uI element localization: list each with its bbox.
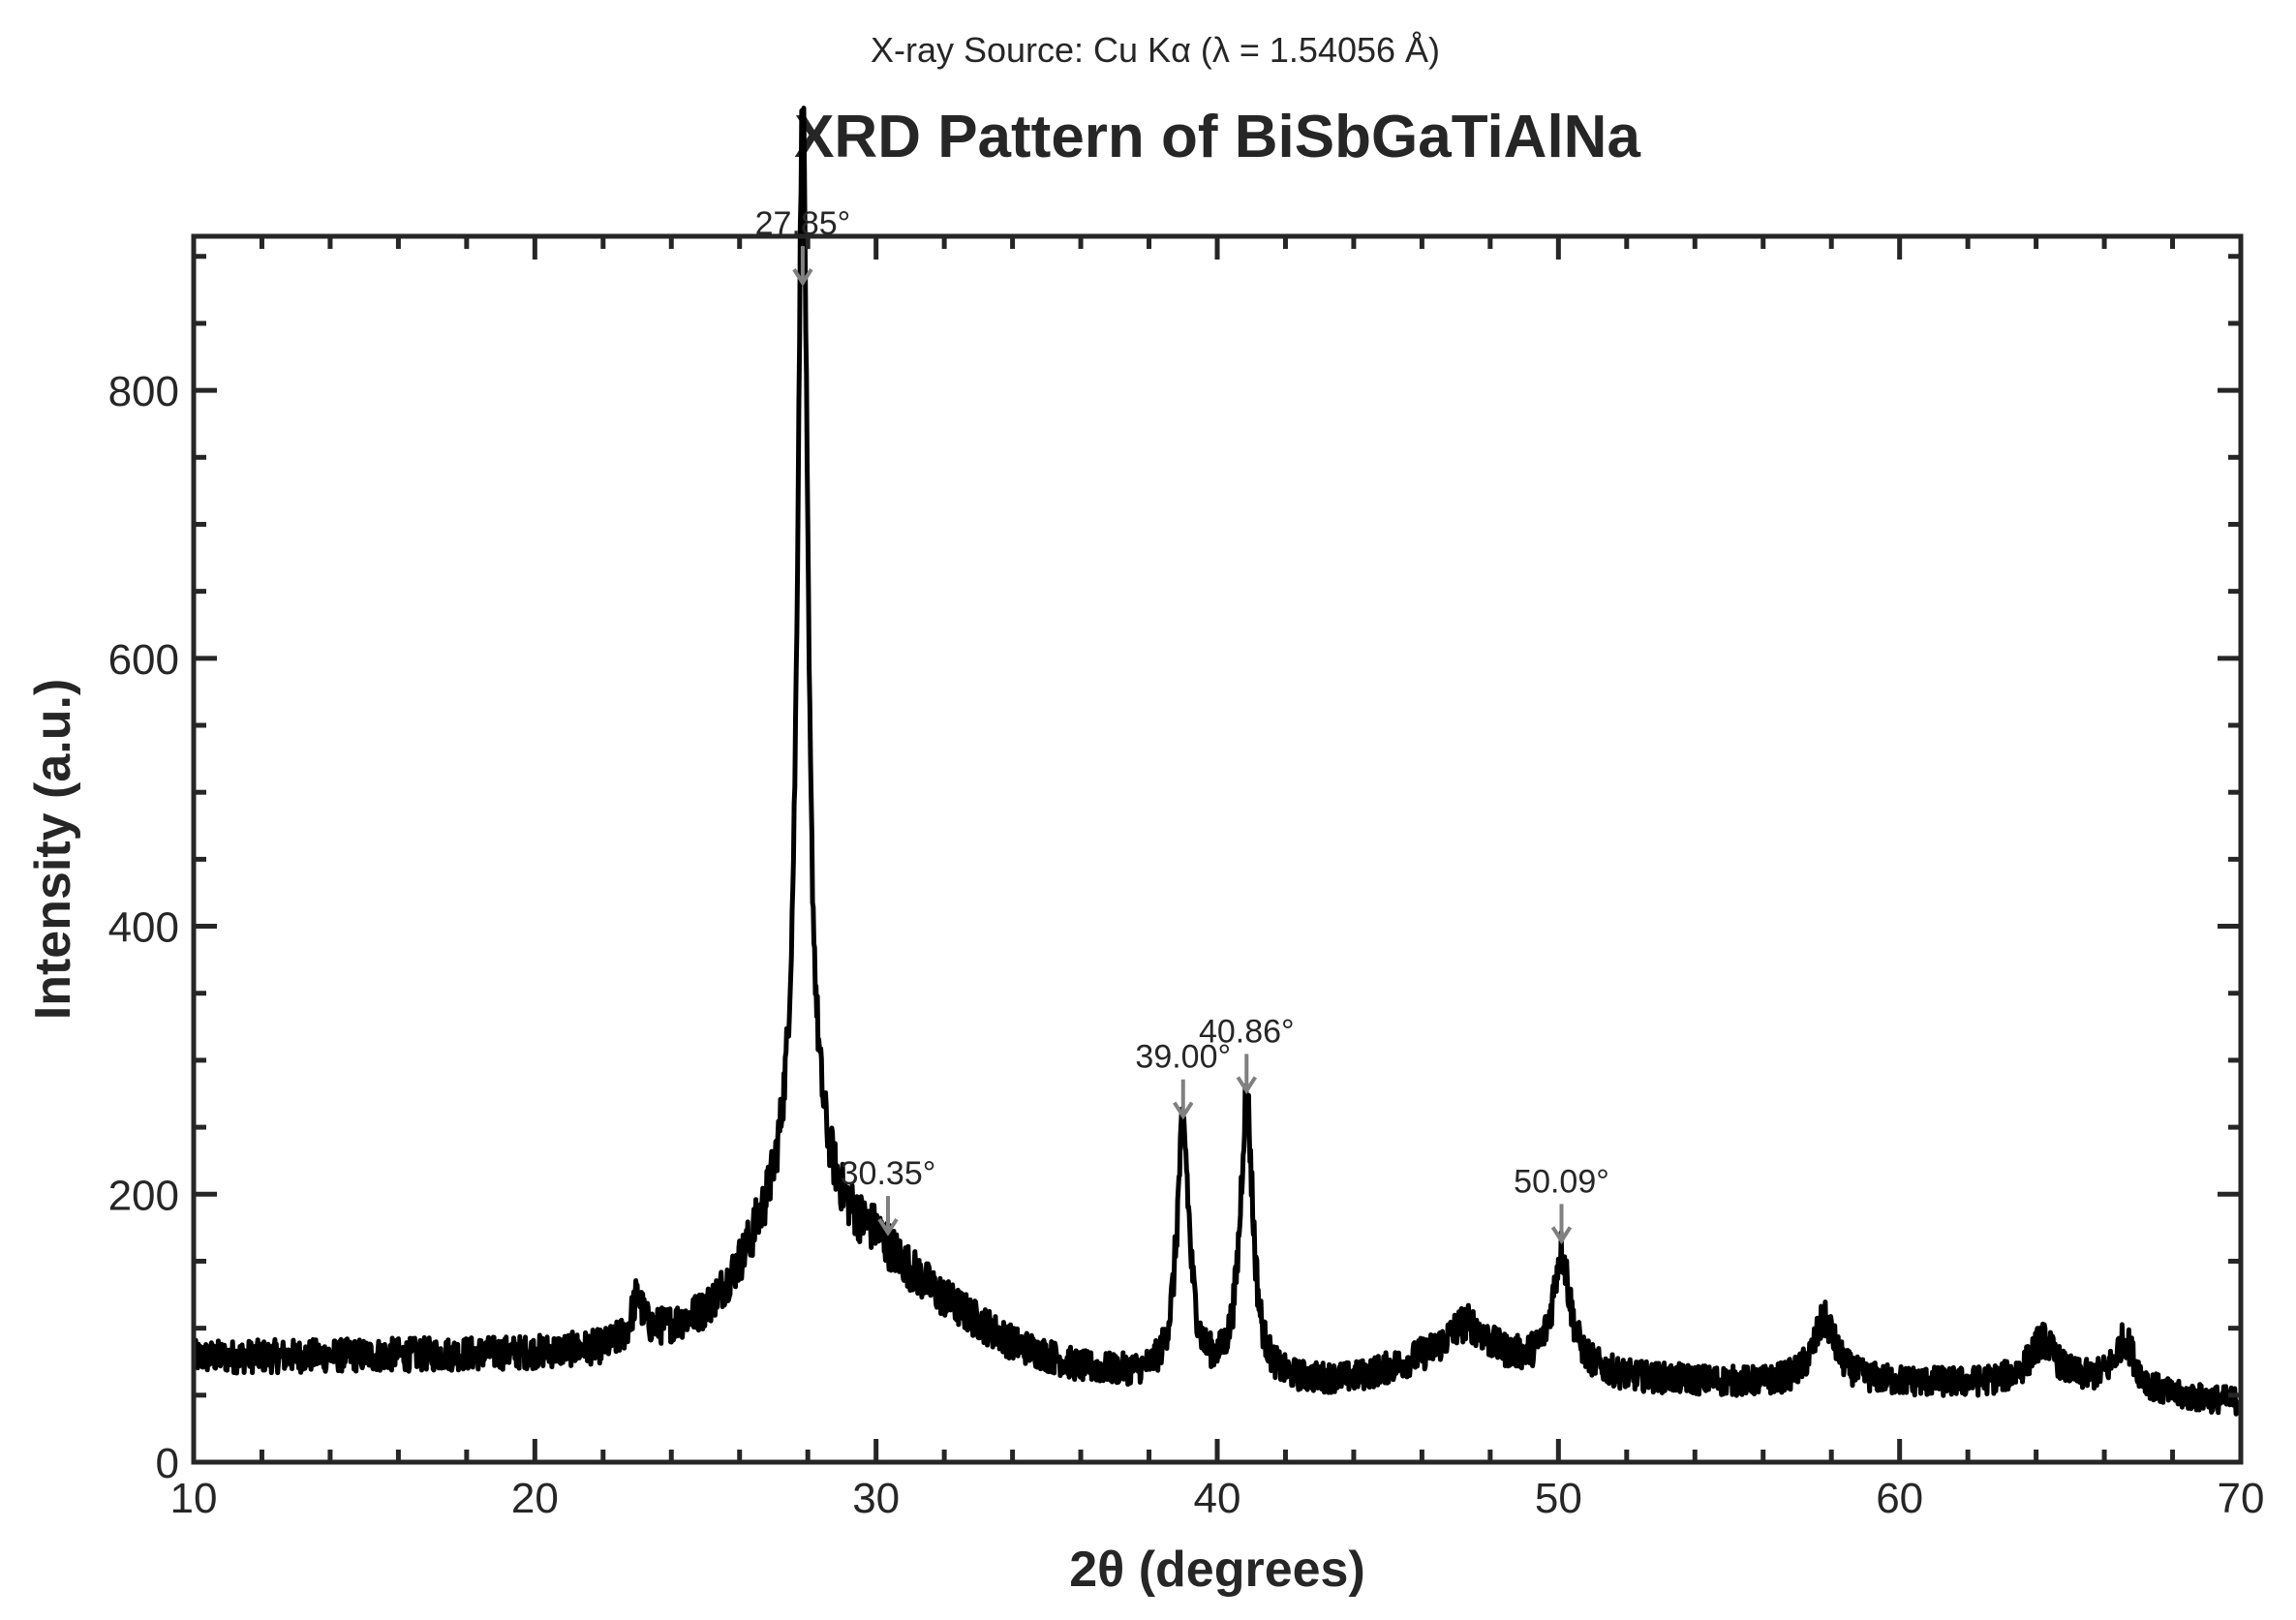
- chart-subtitle: X-ray Source: Cu Kα (λ = 1.54056 Å): [871, 30, 1440, 70]
- x-tick-label: 60: [1876, 1475, 1923, 1522]
- axis-ticks: [191, 236, 2244, 1465]
- arrowhead-icon: [1236, 1076, 1257, 1095]
- x-tick-label: 20: [511, 1475, 559, 1522]
- y-tick-label: 400: [108, 904, 179, 952]
- peak-label: 50.09°: [1514, 1163, 1609, 1200]
- peak-label: 27.85°: [755, 205, 851, 242]
- y-tick-label: 0: [156, 1440, 179, 1487]
- peak-annotations: 27.85° 30.35° 39.00°40.86° 50.09°: [755, 205, 1609, 1245]
- x-tick-label: 50: [1535, 1475, 1582, 1522]
- y-tick-label: 800: [108, 368, 179, 415]
- peak-label: 40.86°: [1199, 1013, 1295, 1050]
- y-axis-label: Intensity (a.u.): [25, 679, 81, 1020]
- y-tick-label: 200: [108, 1172, 179, 1219]
- x-tick-labels: 10 20 30 40 50 60 70: [170, 1475, 2265, 1522]
- y-tick-label: 600: [108, 636, 179, 684]
- x-tick-label: 40: [1194, 1475, 1241, 1522]
- plot-frame: [191, 233, 2244, 1465]
- peak-label: 30.35°: [841, 1155, 936, 1192]
- x-tick-label: 10: [170, 1475, 218, 1522]
- arrowhead-icon: [1550, 1226, 1573, 1245]
- peak-label: 39.00°: [1135, 1039, 1231, 1076]
- arrowhead-icon: [877, 1218, 899, 1237]
- arrowhead-icon: [1173, 1101, 1194, 1120]
- x-tick-label: 30: [852, 1475, 900, 1522]
- y-tick-labels: 0 200 400 600 800: [108, 368, 179, 1487]
- x-axis-label: 2θ (degrees): [1069, 1542, 1365, 1598]
- x-tick-label: 70: [2218, 1475, 2265, 1522]
- xrd-trace-line: [191, 106, 2244, 1417]
- plot-area: 27.85° 30.35° 39.00°40.86° 50.09°: [191, 106, 2244, 1465]
- arrowhead-icon: [792, 268, 813, 287]
- chart-title: XRD Pattern of BiSbGaTiAlNa: [794, 104, 1640, 170]
